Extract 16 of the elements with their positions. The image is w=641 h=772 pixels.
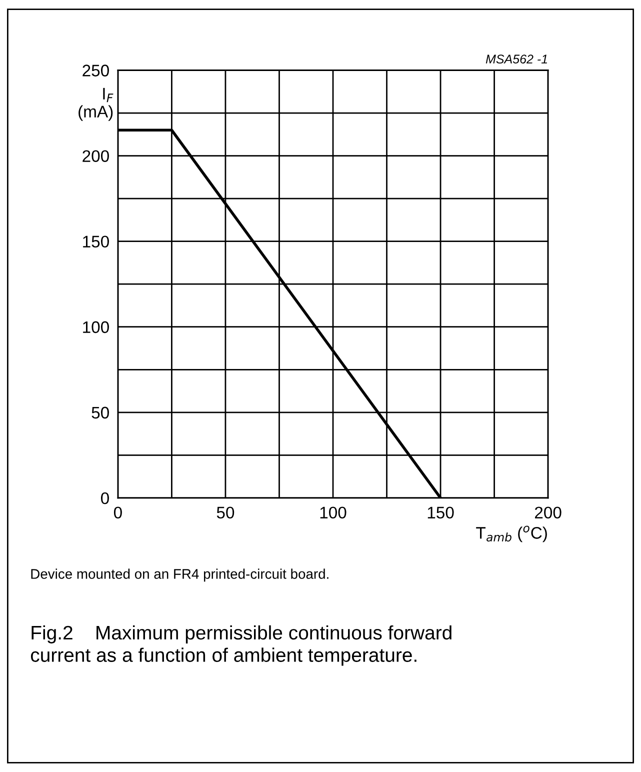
text: Fig.2 Maximum permissible continuous forward current as a function of ambient temperature. (30, 625, 452, 666)
x-tick-label: 100 (320, 506, 346, 519)
text: MSA562 -1 (486, 54, 548, 64)
x-tick-label: 0 (114, 506, 122, 519)
x-tick-label: 200 (534, 506, 562, 519)
y-tick-label: 50 (92, 406, 109, 419)
text: Device mounted on an FR4 printed-circuit board. (31, 568, 328, 582)
y-tick-label: 200 (82, 150, 109, 162)
x-tick-label: 50 (216, 506, 234, 519)
y-tick-label: 250 (82, 64, 109, 76)
y-axis-title: I$_{F}$ (mA) (78, 88, 114, 121)
y-tick-label: 0 (100, 492, 109, 504)
x-axis-title: T$_{amb}$ ($^{o}$C) (476, 526, 547, 542)
y-tick-label: 150 (83, 236, 109, 248)
x-tick-label: 150 (428, 506, 454, 519)
y-tick-label: 100 (83, 321, 109, 334)
